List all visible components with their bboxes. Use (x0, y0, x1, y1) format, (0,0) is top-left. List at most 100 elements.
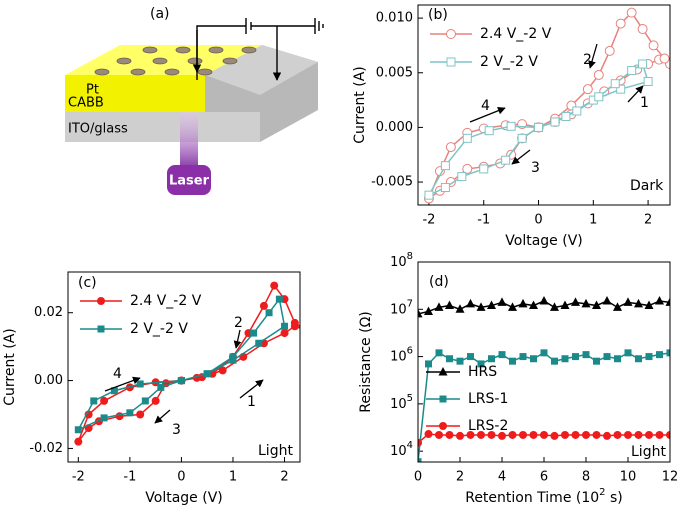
layer-label: Pt (86, 83, 99, 98)
plot-frame (417, 4, 671, 206)
data-point (593, 69, 604, 80)
data-point (610, 79, 620, 89)
data-point (626, 7, 637, 18)
data-point (418, 458, 422, 462)
data-point (487, 430, 496, 439)
x-axis-title: Retention Time (102 s) (465, 487, 623, 506)
annotation: Light (631, 444, 666, 460)
data-point (603, 431, 611, 440)
data-point (519, 353, 527, 361)
data-point (110, 387, 118, 395)
y-tick-label: 107 (390, 298, 413, 317)
data-point (74, 426, 82, 434)
annotation: 2 (583, 52, 592, 68)
data-point (425, 360, 432, 368)
data-point (440, 183, 450, 193)
data-point (624, 430, 632, 439)
panel-label: (a) (150, 6, 170, 22)
data-point (418, 308, 423, 318)
x-tick-label: 6 (540, 470, 548, 485)
data-point (439, 395, 447, 403)
annotation: 4 (481, 98, 490, 114)
data-point (265, 309, 273, 317)
y-axis-title: Current (A) (2, 328, 18, 406)
data-point (613, 430, 622, 439)
sweep-arrow (511, 149, 531, 165)
data-point (84, 410, 93, 419)
data-point (530, 355, 537, 363)
data-point (509, 357, 516, 365)
data-point (270, 281, 279, 290)
legend-label: 2 V_-2 V (130, 321, 188, 337)
x-tick-label: 2 (280, 470, 288, 485)
y-tick-label: -0.02 (29, 441, 63, 456)
series (418, 430, 670, 447)
data-point (582, 84, 593, 95)
data-point (445, 430, 454, 439)
data-point (424, 306, 433, 315)
annotation: 1 (640, 95, 649, 111)
data-point (534, 122, 544, 132)
x-tick-label: 0 (414, 470, 422, 485)
x-tick-label: 1 (589, 213, 597, 228)
data-point (218, 366, 227, 375)
data-point (177, 377, 185, 385)
data-point (582, 351, 590, 359)
data-point (551, 357, 558, 365)
y-axis-title: Resistance (Ω) (358, 311, 374, 413)
data-point (501, 155, 511, 165)
data-point (151, 396, 160, 405)
x-tick-label: -2 (422, 213, 435, 228)
y-tick-label: 104 (390, 440, 413, 459)
data-point (634, 430, 643, 439)
annotation: (d) (429, 274, 449, 290)
series (424, 59, 653, 200)
y-tick-label: 0.02 (34, 305, 63, 320)
laser-label: Laser (169, 174, 210, 189)
data-point (550, 431, 559, 440)
data-point (666, 349, 670, 357)
data-point (100, 396, 109, 405)
annotation: 1 (247, 394, 256, 410)
series (74, 295, 289, 434)
legend-label: LRS-1 (468, 391, 508, 407)
data-point (435, 349, 443, 357)
data-point (203, 370, 211, 378)
data-point (497, 297, 507, 306)
data-point (623, 297, 633, 306)
annotation: 3 (172, 422, 181, 438)
data-point (229, 353, 237, 361)
data-point (637, 24, 648, 35)
data-point (539, 295, 549, 305)
data-point (561, 111, 571, 121)
data-point (614, 355, 621, 363)
y-tick-label: -0.005 (371, 175, 413, 190)
laser-body (167, 165, 211, 195)
data-point (250, 329, 258, 337)
data-point (638, 59, 648, 69)
legend-label: 2 V_-2 V (480, 54, 538, 70)
data-point (446, 355, 453, 363)
annotation: (b) (428, 7, 448, 23)
sweep-arrow (233, 329, 242, 349)
data-point (529, 430, 538, 439)
data-point (446, 57, 456, 67)
y-tick-label: 0.005 (376, 65, 413, 80)
x-tick-label: -1 (477, 213, 490, 228)
data-point (439, 422, 447, 430)
data-point (648, 40, 659, 51)
circuit (192, 18, 324, 81)
data-point (445, 300, 454, 310)
data-point (571, 297, 580, 306)
data-point (440, 161, 450, 171)
data-point (498, 351, 506, 359)
data-point (655, 430, 664, 439)
annotation: 2 (234, 315, 243, 331)
y-tick-label: 105 (390, 393, 413, 412)
data-point (665, 297, 670, 306)
data-point (280, 329, 289, 338)
x-tick-label: 0 (177, 470, 185, 485)
y-tick-label: 106 (390, 346, 413, 365)
laser-beam (180, 112, 198, 167)
data-point (582, 430, 590, 439)
